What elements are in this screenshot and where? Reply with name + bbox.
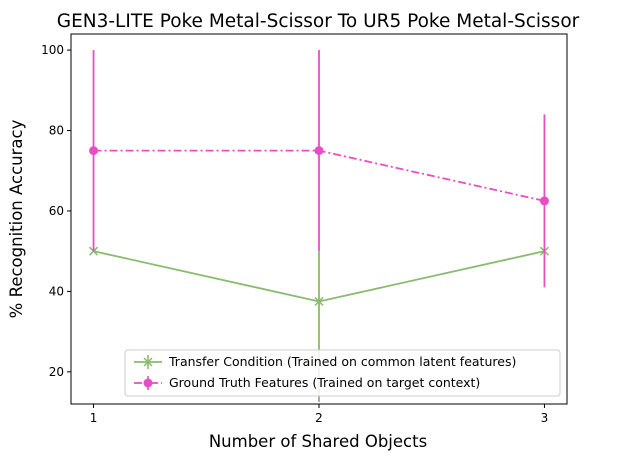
y-tick-label: 20 [49,365,64,379]
legend-entry: Transfer Condition (Trained on common la… [134,354,516,369]
x-tick-label: 2 [315,411,323,425]
data-point [314,146,324,156]
chart-title: GEN3-LITE Poke Metal-Scissor To UR5 Poke… [57,11,580,32]
legend-entry: Ground Truth Features (Trained on target… [134,375,480,390]
data-point [89,146,99,156]
legend-swatch-marker [143,357,153,367]
y-tick-label: 100 [41,43,64,57]
data-point [314,296,324,306]
y-tick-label: 40 [49,284,64,298]
y-axis-label: % Recognition Accuracy [7,119,26,318]
x-tick-label: 3 [541,411,549,425]
legend-label: Transfer Condition (Trained on common la… [168,354,516,369]
legend-box [124,349,561,397]
y-tick-label: 60 [49,204,64,218]
data-point [89,246,99,256]
series-2 [89,50,549,288]
x-tick-label: 1 [90,411,98,425]
legend-label: Ground Truth Features (Trained on target… [169,375,480,390]
y-tick-label: 80 [49,124,64,138]
legend-swatch-marker [143,378,153,388]
plot-area [89,50,549,402]
data-point [539,196,549,206]
legend: Transfer Condition (Trained on common la… [124,349,561,397]
x-axis-label: Number of Shared Objects [209,432,427,451]
axes: 1 2 3 20 40 60 80 100 [41,43,548,425]
